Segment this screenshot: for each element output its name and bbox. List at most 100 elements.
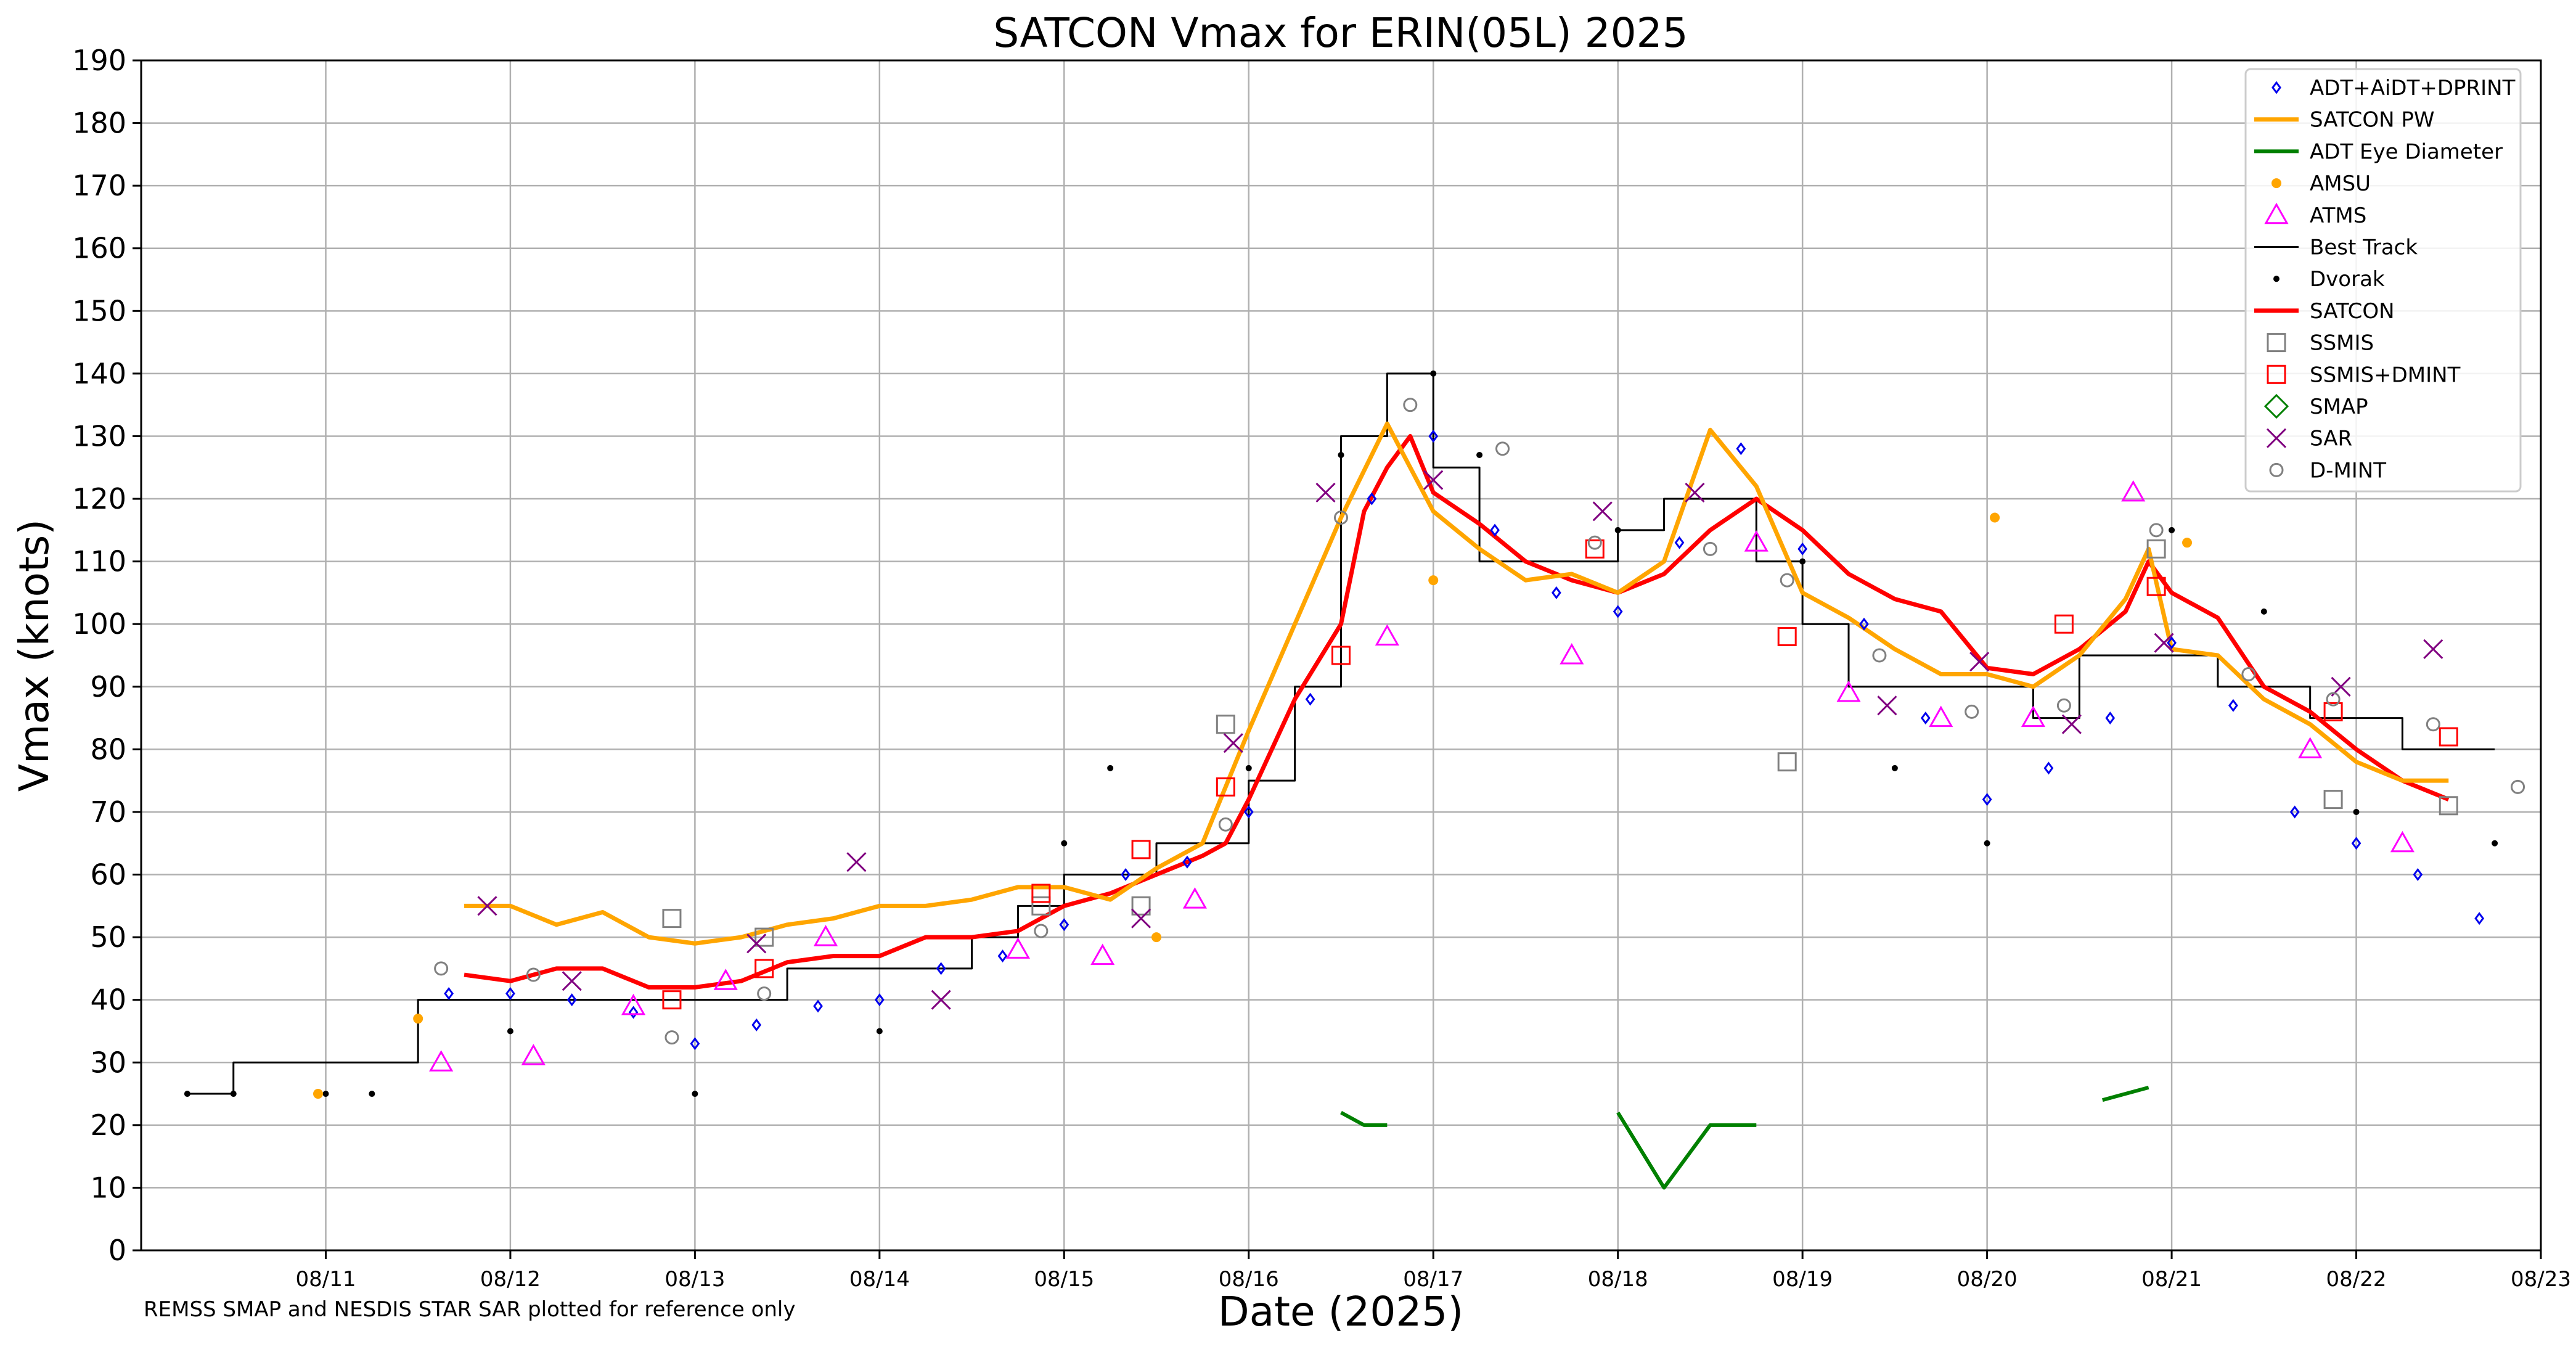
x-tick-label: 08/20 [1957, 1267, 2018, 1292]
x-tick-label: 08/18 [1588, 1267, 1648, 1292]
d-mint-point [526, 967, 541, 982]
sar-point [2154, 633, 2174, 653]
sar-point [477, 896, 497, 916]
amsu-point [1428, 575, 1439, 586]
legend-swatch-atms [2264, 202, 2289, 224]
adt-aidt-dprint-point [1059, 918, 1069, 932]
adt-aidt-dprint-point [690, 1037, 700, 1051]
dvorak-point [369, 1091, 375, 1097]
d-mint-point [1587, 535, 1602, 550]
y-tick-label: 70 [90, 795, 126, 829]
adt-aidt-dprint-point [1982, 793, 1992, 806]
sar-point [1315, 482, 1336, 502]
satcon-line [464, 433, 2450, 990]
legend-label-atms: ATMS [2310, 203, 2366, 228]
series-adt-aidt-dprint [444, 429, 2485, 1051]
adt-aidt-dprint-point [505, 987, 515, 1001]
y-tick-label: 90 [90, 670, 126, 703]
adt-aidt-dprint-point [444, 987, 454, 1001]
atms-point [1744, 530, 1768, 552]
y-tick-label: 170 [72, 169, 126, 202]
adt-aidt-dprint-point [2105, 711, 2116, 725]
x-tick-label: 08/11 [295, 1267, 356, 1292]
amsu-point [1990, 512, 2000, 523]
x-tick-label: 08/21 [2141, 1267, 2202, 1292]
ssmis-dmint-point [1777, 627, 1797, 647]
d-mint-point [1965, 704, 1979, 719]
sar-point [746, 933, 767, 954]
dvorak-point [1338, 451, 1344, 458]
atms-point [2298, 737, 2323, 758]
series-dvorak [184, 370, 2498, 1097]
x-tick-label: 08/16 [1219, 1267, 1279, 1292]
x-ticks: 08/11 08/12 08/13 08/14 08/15 08/16 08/17 08/18… [295, 1250, 2571, 1292]
atms-point [429, 1050, 454, 1072]
y-tick-label: 10 [90, 1171, 126, 1204]
series-ssmis [662, 539, 2458, 947]
legend-swatch-smap [2263, 393, 2289, 419]
y-tick-label: 20 [90, 1109, 126, 1142]
adt-aidt-dprint-point [2474, 912, 2485, 925]
sar-point [2423, 639, 2443, 659]
adt-aidt-dprint-point [1182, 855, 1192, 869]
adt-eye-diameter-line [1616, 1111, 1757, 1190]
ssmis-dmint-point [1331, 646, 1351, 665]
legend-swatch-amsu [2271, 178, 2281, 189]
legend-label-smap: SMAP [2310, 395, 2368, 419]
sar-point [1223, 733, 1243, 753]
adt-aidt-dprint-point [1428, 429, 1439, 443]
legend-swatch-d-mint [2269, 462, 2284, 477]
sar-point [1423, 470, 1444, 490]
series-sar [477, 470, 2443, 1010]
series-ssmis-dmint [662, 539, 2458, 1010]
y-tick-label: 190 [72, 44, 126, 77]
legend-label-sar: SAR [2310, 427, 2352, 451]
dvorak-point [1476, 451, 1483, 458]
dvorak-point [1061, 840, 1068, 847]
atms-point [713, 969, 738, 990]
d-mint-point [1703, 541, 1717, 556]
y-axis-label: Vmax (knots) [10, 519, 58, 792]
atms-point [2390, 830, 2414, 853]
adt-aidt-dprint-point [2043, 761, 2054, 775]
dvorak-point [2353, 808, 2360, 815]
dvorak-point [230, 1091, 237, 1097]
chart-title: SATCON Vmax for ERIN(05L) 2025 [993, 9, 1688, 57]
adt-aidt-dprint-point [1859, 617, 1869, 631]
dvorak-point [184, 1091, 190, 1097]
ssmis-dmint-point [1216, 777, 1235, 797]
ssmis-dmint-point [662, 990, 682, 1010]
y-tick-label: 160 [72, 232, 126, 265]
y-tick-label: 150 [72, 294, 126, 327]
d-mint-point [2326, 692, 2341, 707]
atms-point [1375, 624, 1399, 646]
legend-box [2244, 68, 2522, 493]
y-tick-label: 40 [90, 983, 126, 1017]
dvorak-point [692, 1091, 698, 1097]
d-mint-point [1034, 924, 1049, 938]
ssmis-dmint-point [2146, 576, 2166, 596]
legend-swatch-sar [2266, 428, 2287, 448]
dvorak-point [2169, 527, 2175, 533]
legend-swatch-ssmis-dmint [2267, 364, 2286, 384]
sar-point [1685, 482, 1705, 502]
series-adt-eye-diameter [1340, 1085, 2149, 1190]
series-satcon [464, 433, 2450, 990]
atms-point [2121, 480, 2146, 502]
d-mint-point [757, 986, 772, 1001]
legend: ADT+AiDT+DPRINT SATCON PW ADT Eye Diameter… [2244, 68, 2522, 493]
atms-point [1560, 642, 1584, 665]
ssmis-point [2439, 796, 2458, 816]
sar-point [1131, 908, 1151, 929]
d-mint-point [1218, 817, 1233, 832]
adt-aidt-dprint-point [2167, 636, 2177, 650]
atms-point [1090, 943, 1115, 966]
adt-aidt-dprint-point [2228, 699, 2238, 712]
sar-point [562, 971, 582, 991]
d-mint-point [1495, 441, 1510, 456]
x-tick-label: 08/14 [849, 1267, 910, 1292]
dvorak-point [1799, 558, 1806, 565]
series-satcon-pw [464, 421, 2449, 946]
adt-aidt-dprint-point [1367, 492, 1377, 506]
x-tick-label: 08/19 [1772, 1267, 1833, 1292]
